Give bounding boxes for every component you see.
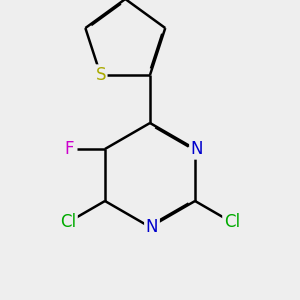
Text: N: N: [146, 218, 158, 236]
Text: S: S: [95, 66, 106, 84]
Text: Cl: Cl: [60, 213, 76, 231]
Text: N: N: [191, 140, 203, 158]
Text: Cl: Cl: [224, 213, 240, 231]
Text: F: F: [64, 140, 74, 158]
